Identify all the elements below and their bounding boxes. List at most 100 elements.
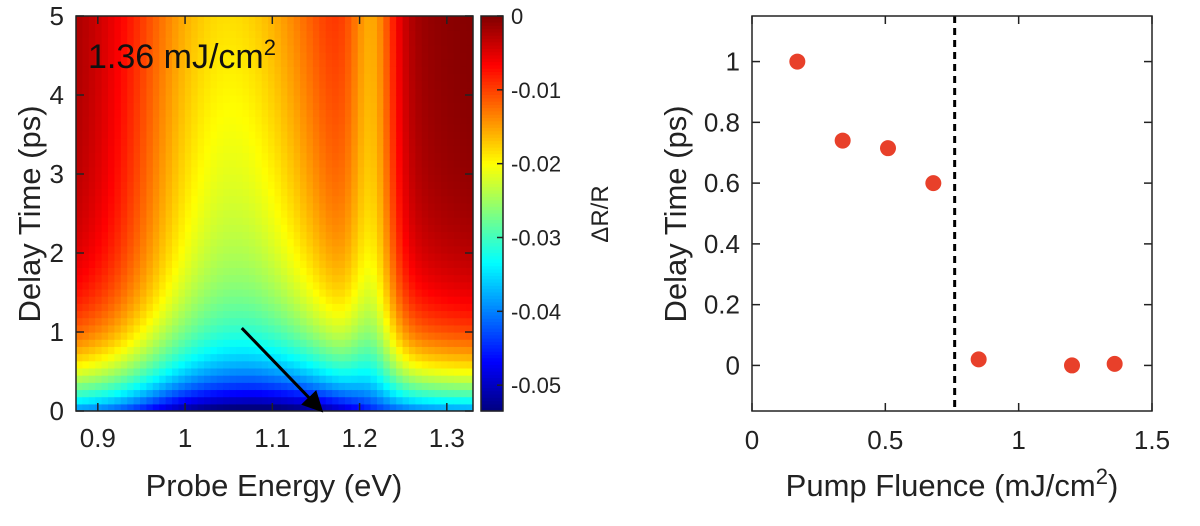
colorbar-segment	[481, 384, 503, 389]
heatmap-cell	[88, 44, 96, 53]
heatmap-cell	[376, 30, 384, 39]
heatmap-cell	[108, 80, 116, 89]
heatmap-cell	[236, 138, 244, 146]
heatmap-cell	[114, 389, 122, 398]
heatmap-cell	[242, 102, 250, 110]
heatmap-cell	[178, 181, 186, 189]
heatmap-cell	[261, 231, 269, 240]
heatmap-cell	[268, 130, 276, 139]
heatmap-cell	[178, 87, 186, 96]
heatmap-cell	[453, 375, 461, 383]
colorbar-segment	[481, 404, 503, 409]
heatmap-cell	[312, 389, 320, 398]
heatmap-cell	[146, 188, 154, 197]
heatmap-cell	[351, 396, 359, 405]
heatmap-cell	[127, 310, 135, 319]
heatmap-cell	[274, 403, 282, 411]
heatmap-cell	[434, 195, 442, 204]
heatmap-cell	[357, 403, 365, 411]
heatmap-cell	[370, 224, 378, 233]
heatmap-cell	[101, 346, 109, 355]
heatmap-cell	[383, 382, 391, 391]
heatmap-cell	[152, 145, 160, 154]
heatmap-cell	[440, 51, 448, 60]
colorbar-segment	[481, 45, 503, 50]
heatmap-cell	[95, 360, 103, 369]
heatmap-cell	[389, 102, 397, 110]
heatmap-cell	[197, 245, 205, 254]
heatmap-cell	[460, 224, 468, 233]
heatmap-cell	[376, 209, 384, 218]
heatmap-cell	[82, 389, 90, 398]
heatmap-cell	[370, 375, 378, 383]
heatmap-cell	[101, 396, 109, 405]
heatmap-cell	[300, 102, 308, 110]
heatmap-cell	[434, 37, 442, 46]
heatmap-cell	[357, 80, 365, 89]
heatmap-cell	[146, 152, 154, 161]
heatmap-cell	[319, 310, 327, 319]
heatmap-cell	[274, 267, 282, 276]
heatmap-cell	[146, 138, 154, 146]
heatmap-cell	[204, 95, 212, 103]
heatmap-cell	[204, 375, 212, 383]
heatmap-cell	[466, 253, 473, 261]
heatmap-cell	[184, 66, 192, 75]
heatmap-cell	[178, 188, 186, 197]
heatmap-cell	[325, 123, 333, 132]
heatmap-cell	[293, 23, 301, 31]
heatmap-cell	[210, 209, 218, 218]
heatmap-cell	[364, 188, 372, 197]
colorbar-segment	[481, 361, 503, 366]
colorbar-segment	[481, 174, 503, 178]
heatmap-cell	[428, 152, 436, 161]
heatmap-cell	[344, 123, 352, 132]
heatmap-cell	[357, 66, 365, 75]
heatmap-cell	[248, 346, 256, 355]
heatmap-cell	[133, 23, 141, 31]
heatmap-cell	[415, 217, 423, 225]
heatmap-cell	[165, 202, 173, 211]
heatmap-cell	[453, 324, 461, 333]
heatmap-cell	[127, 260, 135, 268]
heatmap-cell	[248, 245, 256, 254]
heatmap-cell	[466, 44, 473, 53]
heatmap-cell	[280, 353, 288, 362]
heatmap-cell	[172, 44, 180, 53]
heatmap-cell	[332, 188, 340, 197]
heatmap-cell	[127, 66, 135, 75]
heatmap-cell	[415, 238, 423, 247]
scatter-x-tick-label: 0.5	[867, 425, 903, 455]
heatmap-cell	[408, 317, 416, 326]
heatmap-cell	[223, 310, 231, 319]
heatmap-cell	[210, 396, 218, 405]
heatmap-cell	[120, 375, 128, 383]
heatmap-cell	[293, 87, 301, 96]
heatmap-cell	[466, 80, 473, 89]
heatmap-cell	[453, 130, 461, 139]
heatmap-cell	[434, 202, 442, 211]
heatmap-cell	[101, 238, 109, 247]
heatmap-cell	[216, 253, 224, 261]
heatmap-cell	[236, 389, 244, 398]
heatmap-cell	[415, 130, 423, 139]
heatmap-cell	[255, 51, 263, 60]
heatmap-cell	[229, 339, 237, 347]
heatmap-cell	[389, 403, 397, 411]
heatmap-cell	[127, 123, 135, 132]
heatmap-cell	[216, 382, 224, 391]
heatmap-cell	[95, 16, 103, 24]
heatmap-cell	[376, 367, 384, 376]
heatmap-cell	[306, 95, 314, 103]
heatmap-cell	[204, 238, 212, 247]
heatmap-cell	[114, 59, 122, 67]
heatmap-cell	[127, 30, 135, 39]
heatmap-cell	[447, 375, 455, 383]
heatmap-cell	[447, 181, 455, 189]
heatmap-cell	[357, 375, 365, 383]
heatmap-cell	[287, 188, 295, 197]
heatmap-cell	[370, 367, 378, 376]
heatmap-cell	[268, 59, 276, 67]
heatmap-cell	[370, 217, 378, 225]
heatmap-cell	[293, 346, 301, 355]
